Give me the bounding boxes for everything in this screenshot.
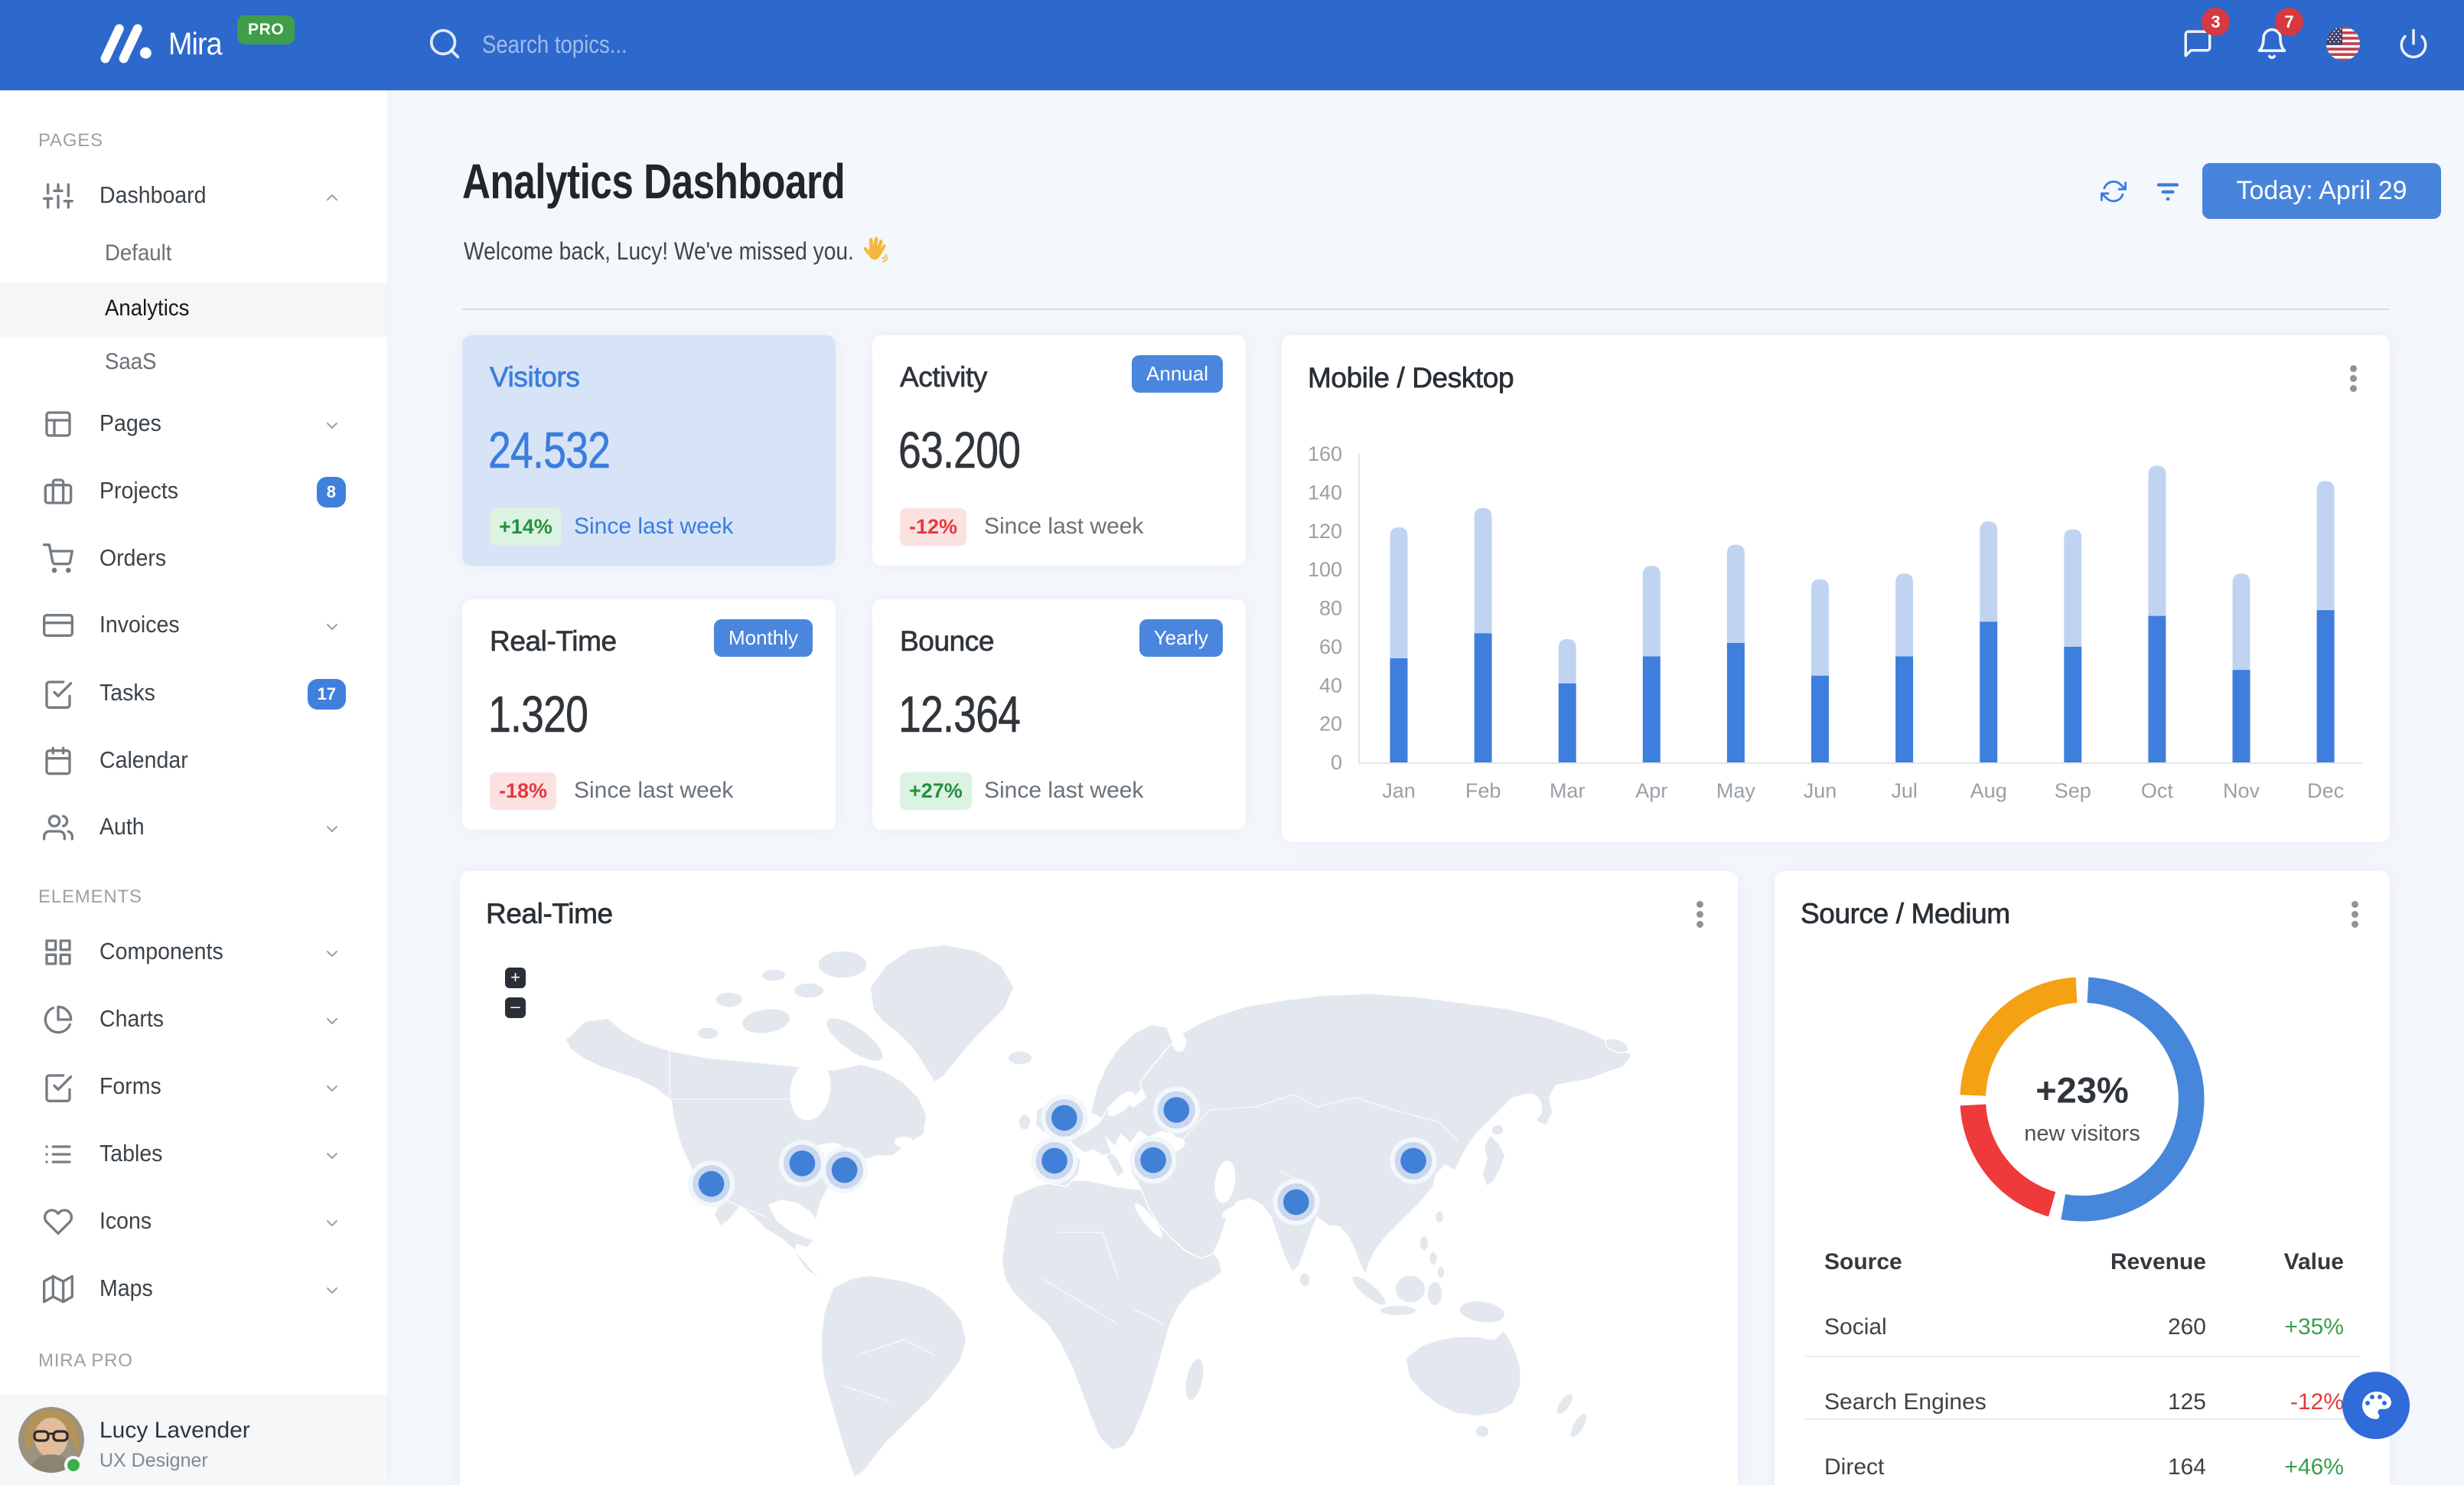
svg-text:40: 40 bbox=[1319, 674, 1342, 697]
svg-text:May: May bbox=[1716, 779, 1756, 802]
svg-text:Aug: Aug bbox=[1970, 779, 2007, 802]
svg-text:Apr: Apr bbox=[1635, 779, 1667, 802]
svg-text:Oct: Oct bbox=[2141, 779, 2174, 802]
svg-text:Jul: Jul bbox=[1891, 779, 1918, 802]
svg-text:Sep: Sep bbox=[2055, 779, 2091, 802]
svg-text:140: 140 bbox=[1308, 481, 1342, 504]
svg-text:new visitors: new visitors bbox=[2024, 1121, 2140, 1146]
svg-text:Mar: Mar bbox=[1550, 779, 1586, 802]
svg-text:20: 20 bbox=[1319, 713, 1342, 736]
svg-text:80: 80 bbox=[1319, 597, 1342, 620]
svg-text:60: 60 bbox=[1319, 635, 1342, 658]
svg-text:+23%: +23% bbox=[2035, 1070, 2129, 1111]
svg-text:100: 100 bbox=[1308, 558, 1342, 581]
svg-text:Nov: Nov bbox=[2223, 779, 2260, 802]
svg-text:Jan: Jan bbox=[1382, 779, 1416, 802]
svg-text:0: 0 bbox=[1331, 751, 1342, 774]
svg-text:Jun: Jun bbox=[1804, 779, 1837, 802]
svg-text:120: 120 bbox=[1308, 520, 1342, 543]
svg-text:160: 160 bbox=[1308, 442, 1342, 465]
svg-text:Feb: Feb bbox=[1465, 779, 1501, 802]
svg-text:Dec: Dec bbox=[2307, 779, 2344, 802]
